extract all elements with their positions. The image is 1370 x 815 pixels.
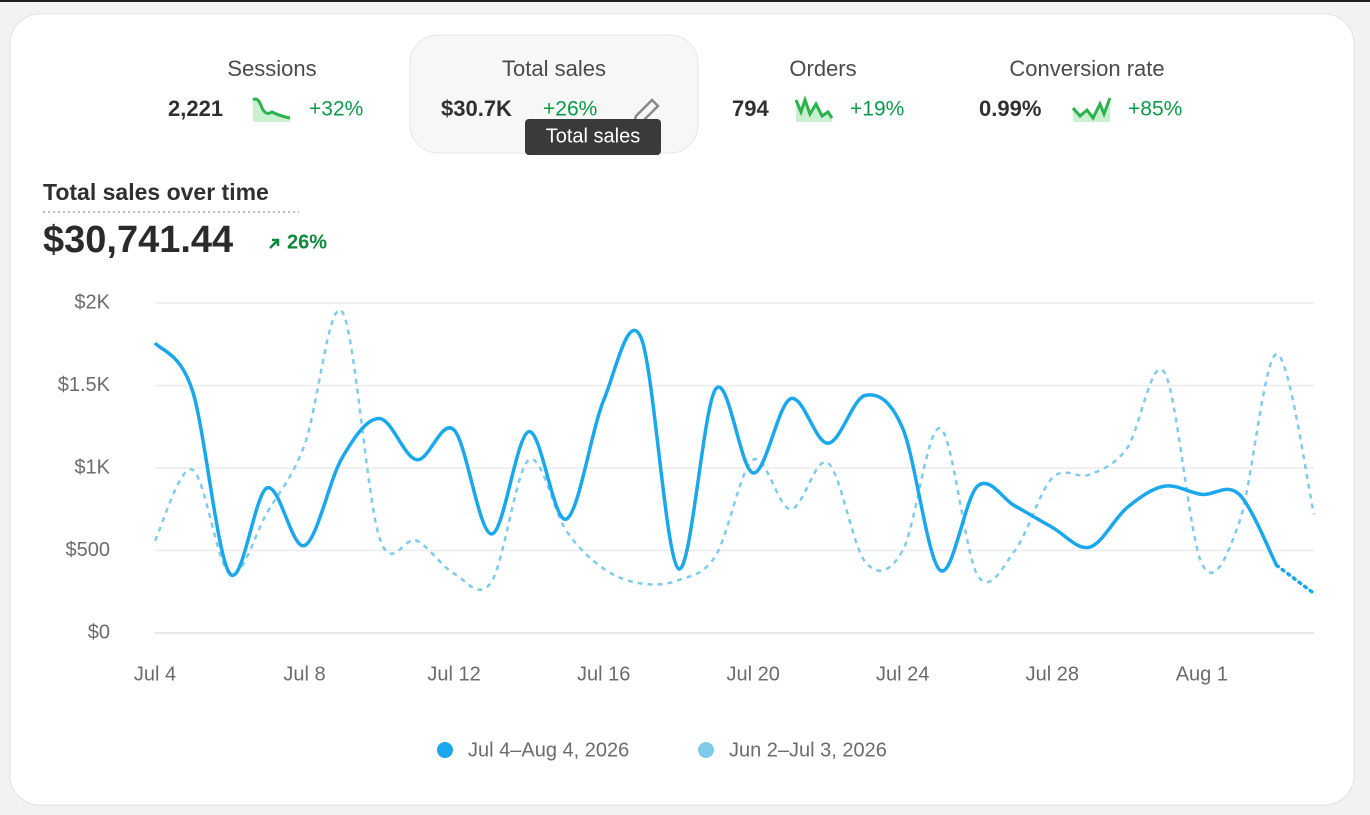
metric-change: +26% <box>543 98 597 121</box>
sparkline <box>1071 97 1112 121</box>
metric-label: Sessions <box>227 56 316 81</box>
x-tick-label: Jul 8 <box>283 663 325 685</box>
headline-change: 26% <box>287 231 327 253</box>
metric-change: +32% <box>309 98 363 121</box>
x-tick-label: Jul 28 <box>1026 663 1079 685</box>
metric-label: Orders <box>789 56 856 81</box>
legend-label: Jul 4–Aug 4, 2026 <box>468 739 629 761</box>
metric-value: 2,221 <box>168 96 223 121</box>
partial-segment <box>1274 563 1316 596</box>
chart-title: Total sales over time <box>43 179 269 205</box>
metric-change: +85% <box>1128 98 1182 121</box>
headline-value: $30,741.44 <box>43 219 233 261</box>
y-tick-label: $2K <box>74 291 110 313</box>
metric-value: 794 <box>732 96 769 121</box>
tooltip <box>525 119 661 155</box>
legend-label: Jun 2–Jul 3, 2026 <box>729 739 887 761</box>
y-tick-label: $1.5K <box>58 374 111 396</box>
metric-value: 0.99% <box>979 96 1041 121</box>
metric-change: +19% <box>850 98 904 121</box>
legend-swatch <box>698 742 714 758</box>
metric-label: Conversion rate <box>1009 56 1164 81</box>
top-edge <box>0 0 1370 2</box>
x-tick-label: Jul 24 <box>876 663 929 685</box>
x-tick-label: Jul 20 <box>727 663 780 685</box>
legend-swatch <box>437 742 453 758</box>
x-tick-label: Jul 4 <box>134 663 176 685</box>
sparkline <box>252 97 291 120</box>
up-arrow <box>269 238 280 249</box>
x-tick-label: Aug 1 <box>1176 663 1228 685</box>
series-line <box>153 328 1279 578</box>
y-tick-label: $1K <box>74 456 110 478</box>
card <box>9 13 1355 806</box>
y-tick-label: $500 <box>66 539 111 561</box>
x-tick-label: Jul 12 <box>427 663 480 685</box>
metric-label: Total sales <box>502 56 606 81</box>
x-tick-label: Jul 16 <box>577 663 630 685</box>
tooltip-text: Total sales <box>546 125 641 147</box>
metric-value: $30.7K <box>441 96 512 121</box>
series-line <box>153 308 1316 591</box>
y-tick-label: $0 <box>88 621 110 643</box>
sparkline <box>794 95 834 119</box>
